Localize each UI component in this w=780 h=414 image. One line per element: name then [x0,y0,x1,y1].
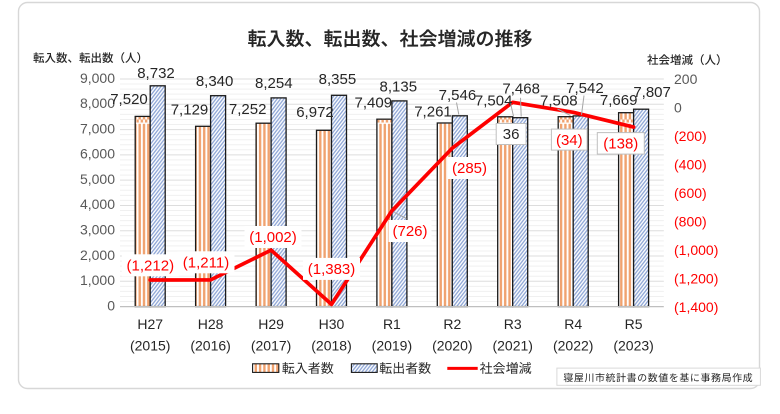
svg-text:7,669: 7,669 [600,92,638,109]
svg-text:200: 200 [674,71,698,87]
svg-text:(1,383): (1,383) [308,261,356,278]
svg-text:H29: H29 [258,316,284,332]
svg-text:(34): (34) [556,132,583,149]
svg-text:(2018): (2018) [311,338,351,354]
svg-text:0: 0 [107,297,115,313]
svg-text:R3: R3 [504,316,522,332]
svg-text:(600): (600) [674,185,707,201]
svg-text:(2016): (2016) [190,338,230,354]
svg-text:(400): (400) [674,156,707,172]
svg-text:8,355: 8,355 [319,71,357,88]
svg-text:R5: R5 [625,316,643,332]
svg-text:(1,200): (1,200) [674,270,718,286]
svg-text:7,409: 7,409 [355,95,393,112]
svg-text:8,254: 8,254 [255,75,293,92]
svg-text:7,542: 7,542 [566,80,604,97]
svg-text:(138): (138) [603,136,638,153]
svg-text:(1,212): (1,212) [127,258,175,275]
svg-text:(2019): (2019) [372,338,412,354]
svg-text:0: 0 [674,100,682,116]
svg-text:(2020): (2020) [432,338,472,354]
svg-text:8,135: 8,135 [380,78,418,95]
svg-text:6,000: 6,000 [80,146,115,162]
svg-text:1,000: 1,000 [80,272,115,288]
svg-text:7,508: 7,508 [540,93,578,110]
svg-text:(200): (200) [674,128,707,144]
svg-text:(1,400): (1,400) [674,299,718,315]
svg-text:R2: R2 [443,316,461,332]
svg-text:2,000: 2,000 [80,247,115,263]
svg-text:(1,211): (1,211) [183,255,229,272]
svg-text:(726): (726) [392,223,427,240]
svg-text:7,261: 7,261 [414,104,452,121]
svg-text:(2021): (2021) [492,338,532,354]
svg-text:6,972: 6,972 [296,104,334,121]
svg-text:(2023): (2023) [613,338,653,354]
svg-text:(285): (285) [452,160,487,177]
svg-text:7,504: 7,504 [475,93,513,110]
svg-text:(800): (800) [674,213,707,229]
svg-text:7,129: 7,129 [171,102,209,119]
svg-text:(2022): (2022) [553,338,593,354]
svg-text:4,000: 4,000 [80,196,115,212]
svg-text:R1: R1 [383,316,401,332]
svg-text:7,546: 7,546 [439,87,477,104]
svg-text:3,000: 3,000 [80,222,115,238]
svg-text:(2017): (2017) [251,338,291,354]
svg-text:H28: H28 [198,316,224,332]
svg-text:36: 36 [503,126,520,143]
svg-text:5,000: 5,000 [80,171,115,187]
svg-text:H27: H27 [137,316,163,332]
svg-text:7,000: 7,000 [80,120,115,136]
svg-text:(1,000): (1,000) [674,242,718,258]
svg-text:(1,002): (1,002) [249,229,297,246]
svg-text:7,468: 7,468 [502,80,540,97]
svg-text:7,252: 7,252 [229,101,267,118]
svg-text:8,340: 8,340 [196,73,234,90]
svg-text:R4: R4 [564,316,582,332]
svg-text:7,520: 7,520 [110,91,148,108]
svg-text:8,000: 8,000 [80,95,115,111]
svg-text:(2015): (2015) [130,338,170,354]
svg-text:9,000: 9,000 [80,70,115,86]
svg-text:8,732: 8,732 [137,65,175,82]
svg-text:7,807: 7,807 [633,84,671,101]
svg-text:H30: H30 [319,316,345,332]
